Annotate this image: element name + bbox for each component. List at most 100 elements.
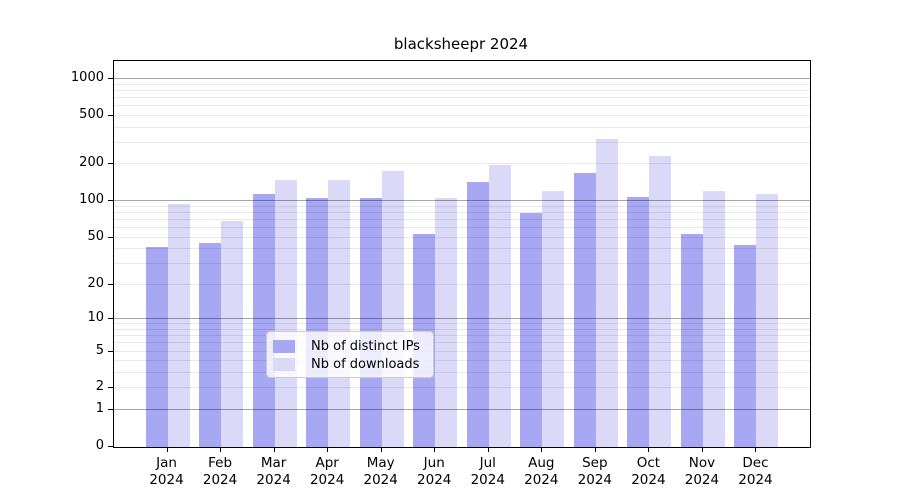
chart-title: blacksheepr 2024 <box>393 35 529 53</box>
x-tick-mark <box>541 447 543 452</box>
legend-label-downloads: Nb of downloads <box>311 357 420 372</box>
y-tick-label: 50 <box>87 228 104 244</box>
bar-oct-distinct-ips[interactable] <box>627 197 650 447</box>
y-tick-label: 2 <box>95 379 104 395</box>
x-tick-label-feb: Feb 2024 <box>202 455 238 488</box>
y-tick-mark <box>108 114 113 116</box>
bar-aug-distinct-ips[interactable] <box>520 212 543 447</box>
plot-area <box>113 60 811 448</box>
x-tick-mark <box>166 447 168 452</box>
bar-feb-distinct-ips[interactable] <box>199 243 222 447</box>
minor-gridline <box>114 248 810 250</box>
x-tick-mark <box>594 447 596 452</box>
x-tick-label-jul: Jul 2024 <box>470 455 505 488</box>
bar-sep-distinct-ips[interactable] <box>573 173 596 447</box>
x-tick-mark <box>273 447 275 452</box>
x-tick-label-jan: Jan 2024 <box>149 455 184 488</box>
minor-gridline <box>114 236 810 238</box>
x-tick-label-oct: Oct 2024 <box>631 455 666 488</box>
x-tick-mark <box>220 447 222 452</box>
y-tick-mark <box>108 446 113 447</box>
bar-jun-downloads[interactable] <box>435 197 458 447</box>
y-tick-mark <box>108 350 113 352</box>
bar-mar-downloads[interactable] <box>274 179 297 447</box>
minor-gridline <box>114 372 810 374</box>
x-tick-label-sep: Sep 2024 <box>577 455 613 488</box>
bar-dec-distinct-ips[interactable] <box>734 245 757 447</box>
major-gridline <box>114 200 810 202</box>
bar-jan-distinct-ips[interactable] <box>145 246 168 447</box>
bar-apr-downloads[interactable] <box>328 179 351 447</box>
y-tick-mark <box>108 387 113 389</box>
minor-gridline <box>114 163 810 165</box>
x-tick-mark <box>434 447 436 452</box>
minor-gridline <box>114 360 810 362</box>
minor-gridline <box>114 83 810 85</box>
x-tick-mark <box>648 447 650 452</box>
bar-mar-distinct-ips[interactable] <box>252 194 275 447</box>
bar-oct-downloads[interactable] <box>649 155 672 447</box>
x-tick-label-aug: Aug 2024 <box>524 455 559 488</box>
minor-gridline <box>114 342 810 344</box>
minor-gridline <box>114 283 810 285</box>
x-tick-label-mar: Mar 2024 <box>256 455 291 488</box>
x-tick-label-jun: Jun 2024 <box>417 455 452 488</box>
y-tick-label: 1 <box>95 401 104 417</box>
bar-sep-downloads[interactable] <box>595 138 618 447</box>
y-tick-mark <box>108 236 113 238</box>
y-tick-label: 200 <box>79 155 104 171</box>
x-tick-label-dec: Dec 2024 <box>738 455 773 488</box>
minor-gridline <box>114 89 810 91</box>
bar-dec-downloads[interactable] <box>756 194 779 447</box>
legend-swatch-distinct-ips <box>273 340 295 353</box>
minor-gridline <box>114 263 810 265</box>
legend-label-distinct-ips: Nb of distinct IPs <box>311 339 420 354</box>
y-tick-mark <box>108 283 113 285</box>
y-tick-label: 100 <box>79 192 104 208</box>
x-tick-label-nov: Nov 2024 <box>684 455 720 488</box>
y-tick-mark <box>108 77 113 79</box>
y-tick-label: 5 <box>95 342 104 358</box>
minor-gridline <box>114 335 810 337</box>
bar-feb-downloads[interactable] <box>221 221 244 447</box>
legend-swatch-downloads <box>273 358 295 371</box>
minor-gridline <box>114 226 810 228</box>
minor-gridline <box>114 141 810 143</box>
legend: Nb of distinct IPs Nb of downloads <box>266 331 434 378</box>
x-tick-mark <box>380 447 382 452</box>
y-tick-mark <box>108 409 113 411</box>
x-tick-mark <box>701 447 703 452</box>
y-tick-mark <box>108 163 113 165</box>
minor-gridline <box>114 387 810 389</box>
major-gridline <box>114 77 810 79</box>
bar-jul-distinct-ips[interactable] <box>466 182 489 447</box>
bar-nov-distinct-ips[interactable] <box>680 233 703 447</box>
minor-gridline <box>114 96 810 98</box>
y-tick-label: 1000 <box>70 69 104 85</box>
bar-aug-downloads[interactable] <box>542 190 565 447</box>
bar-may-distinct-ips[interactable] <box>359 197 382 447</box>
bar-apr-distinct-ips[interactable] <box>306 197 329 447</box>
minor-gridline <box>114 126 810 128</box>
minor-gridline <box>114 323 810 325</box>
y-tick-mark <box>108 200 113 202</box>
x-tick-mark <box>487 447 489 452</box>
minor-gridline <box>114 328 810 330</box>
y-tick-label: 20 <box>87 275 104 291</box>
minor-gridline <box>114 114 810 116</box>
minor-gridline <box>114 218 810 220</box>
minor-gridline <box>114 205 810 207</box>
major-gridline <box>114 409 810 411</box>
x-tick-label-may: May 2024 <box>363 455 398 488</box>
bar-nov-downloads[interactable] <box>702 190 725 447</box>
y-tick-label: 0 <box>95 438 104 453</box>
y-tick-label: 10 <box>87 310 104 326</box>
y-tick-mark <box>108 318 113 320</box>
minor-gridline <box>114 350 810 352</box>
minor-gridline <box>114 211 810 213</box>
x-tick-label-apr: Apr 2024 <box>309 455 345 488</box>
bar-jan-downloads[interactable] <box>167 203 190 447</box>
minor-gridline <box>114 105 810 107</box>
bar-jul-downloads[interactable] <box>488 165 511 447</box>
